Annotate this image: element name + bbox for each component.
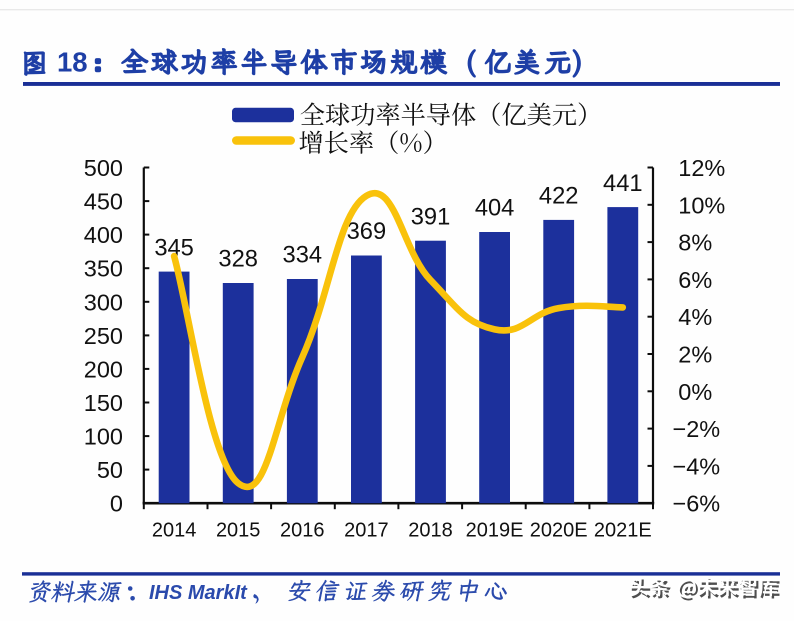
svg-text:−2%: −2%	[673, 416, 721, 442]
svg-text:350: 350	[84, 256, 123, 282]
svg-text:2018: 2018	[408, 519, 453, 541]
svg-text:450: 450	[84, 189, 123, 215]
svg-text:8%: 8%	[678, 230, 712, 256]
svg-text:334: 334	[283, 243, 323, 269]
svg-text:150: 150	[84, 390, 123, 416]
svg-text:18: 18	[57, 47, 88, 78]
svg-text:441: 441	[603, 171, 643, 197]
svg-text:−6%: −6%	[673, 491, 721, 517]
svg-text:2016: 2016	[280, 519, 325, 541]
svg-text:IHS MarkIt: IHS MarkIt	[149, 582, 248, 604]
svg-text:400: 400	[84, 222, 123, 248]
svg-text:50: 50	[97, 457, 123, 483]
svg-text:0: 0	[110, 491, 123, 517]
svg-text:100: 100	[84, 424, 123, 450]
svg-text:2019E: 2019E	[466, 519, 524, 541]
svg-text:2020E: 2020E	[530, 519, 588, 541]
svg-text:200: 200	[84, 356, 123, 382]
svg-text:300: 300	[84, 289, 123, 315]
svg-text:250: 250	[84, 323, 123, 349]
svg-text:0%: 0%	[678, 379, 712, 405]
svg-text:422: 422	[539, 184, 579, 210]
svg-text:500: 500	[84, 155, 123, 181]
svg-text:4%: 4%	[678, 304, 712, 330]
svg-text:391: 391	[411, 204, 451, 230]
svg-text:2015: 2015	[216, 519, 261, 541]
svg-text:369: 369	[347, 219, 387, 245]
svg-text:2014: 2014	[152, 519, 197, 541]
svg-text:404: 404	[475, 196, 515, 222]
svg-text:10%: 10%	[678, 192, 725, 218]
svg-text:6%: 6%	[678, 267, 712, 293]
svg-text:328: 328	[218, 247, 258, 273]
svg-text:2%: 2%	[678, 342, 712, 368]
svg-text:2021E: 2021E	[594, 519, 652, 541]
svg-text:−4%: −4%	[673, 453, 721, 479]
svg-text:12%: 12%	[678, 155, 725, 181]
svg-text:2017: 2017	[344, 519, 389, 541]
